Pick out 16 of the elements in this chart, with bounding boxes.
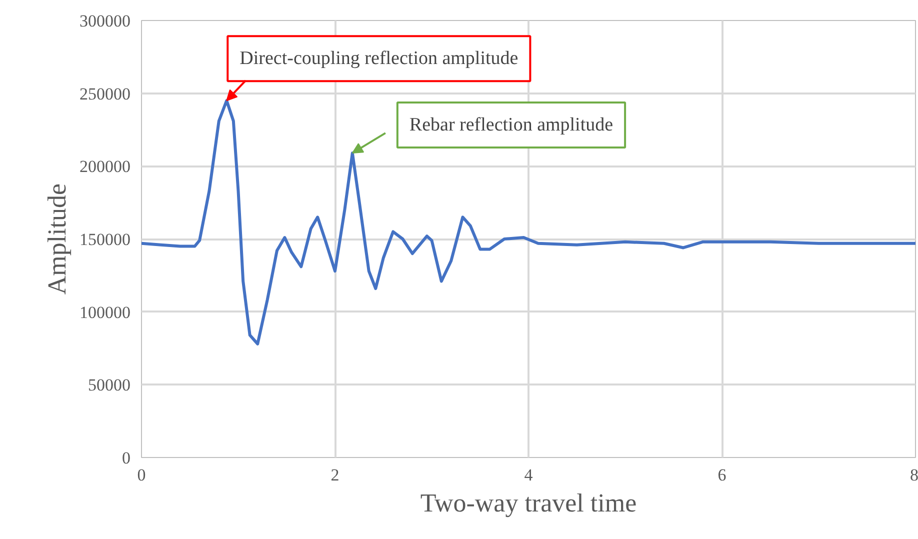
x-axis-title: Two-way travel time	[420, 488, 637, 518]
y-tick-label: 200000	[80, 157, 130, 176]
annotation: Rebar reflection amplitude	[409, 114, 614, 136]
annotation: Direct-coupling reflection amplitude	[240, 48, 518, 70]
x-tick-label: 4	[524, 466, 534, 484]
x-tick-label: 6	[718, 466, 726, 484]
x-tick-label: 8	[910, 466, 918, 484]
y-tick-label: 100000	[80, 302, 130, 322]
y-tick-label: 300000	[80, 12, 130, 30]
y-tick-label: 250000	[80, 84, 130, 104]
y-tick-label: 50000	[88, 376, 130, 395]
y-tick-label: 150000	[80, 230, 130, 249]
x-tick-label: 0	[137, 466, 146, 484]
y-tick-label: 0	[122, 448, 130, 468]
x-tick-label: 2	[330, 466, 340, 484]
y-axis-title: Amplitude	[42, 183, 72, 295]
